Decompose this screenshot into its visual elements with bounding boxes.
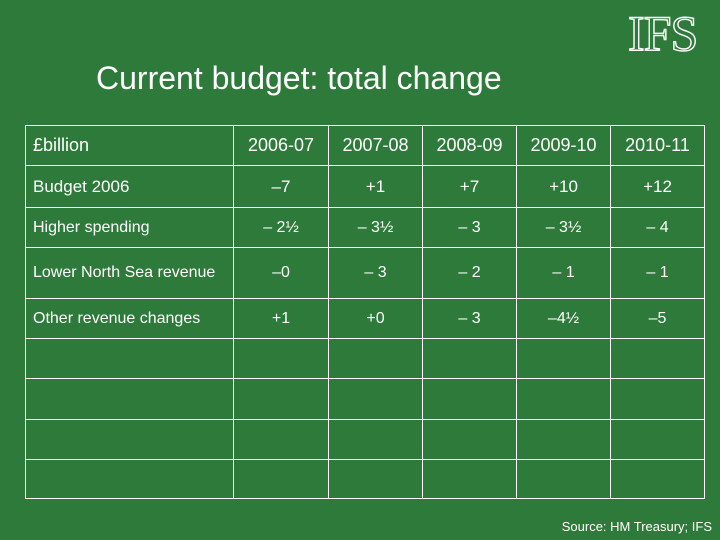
column-header: 2007-08 (328, 125, 423, 166)
ifs-logo: IFS (627, 5, 699, 61)
table-cell: –5 (610, 298, 705, 339)
table-cell: – 3 (422, 298, 517, 339)
table-cell: +7 (422, 165, 517, 208)
slide-title: Current budget: total change (96, 60, 502, 96)
table-cell: +0 (328, 298, 423, 339)
table-cell: – 3½ (516, 207, 611, 248)
table-row: Other revenue changes +1 +0 – 3 –4½ –5 (25, 298, 705, 339)
table-cell: +12 (610, 165, 705, 208)
column-header: £billion (25, 125, 234, 166)
table-row: Budget 2006 –7 +1 +7 +10 +12 (25, 165, 705, 208)
table-cell: – 1 (610, 247, 705, 299)
row-label: Other revenue changes (25, 298, 234, 339)
row-label: Lower North Sea revenue (25, 247, 234, 299)
row-label: Budget 2006 (25, 165, 234, 208)
table-cell: – 3½ (328, 207, 423, 248)
table-cell: – 3 (328, 247, 423, 299)
row-label: Higher spending (25, 207, 234, 248)
table-header-row: £billion 2006-07 2007-08 2008-09 2009-10… (25, 125, 705, 166)
table-cell: +1 (233, 298, 329, 339)
empty-table-row (25, 378, 705, 420)
table-cell: – 3 (422, 207, 517, 248)
column-header: 2010-11 (610, 125, 705, 166)
table-cell: – 4 (610, 207, 705, 248)
empty-table-row (25, 459, 705, 499)
table-cell: –4½ (516, 298, 611, 339)
table-cell: –0 (233, 247, 329, 299)
column-header: 2009-10 (516, 125, 611, 166)
table-row: Lower North Sea revenue –0 – 3 – 2 – 1 –… (25, 247, 705, 299)
table-row: Higher spending – 2½ – 3½ – 3 – 3½ – 4 (25, 207, 705, 248)
empty-table-row (25, 419, 705, 460)
table-cell: – 2 (422, 247, 517, 299)
source-note: Source: HM Treasury; IFS (561, 519, 712, 534)
empty-table-row (25, 338, 705, 379)
column-header: 2006-07 (233, 125, 329, 166)
column-header: 2008-09 (422, 125, 517, 166)
budget-table: £billion 2006-07 2007-08 2008-09 2009-10… (25, 125, 705, 499)
table-cell: +10 (516, 165, 611, 208)
table-cell: – 2½ (233, 207, 329, 248)
table-cell: +1 (328, 165, 423, 208)
table-cell: – 1 (516, 247, 611, 299)
table-cell: –7 (233, 165, 329, 208)
